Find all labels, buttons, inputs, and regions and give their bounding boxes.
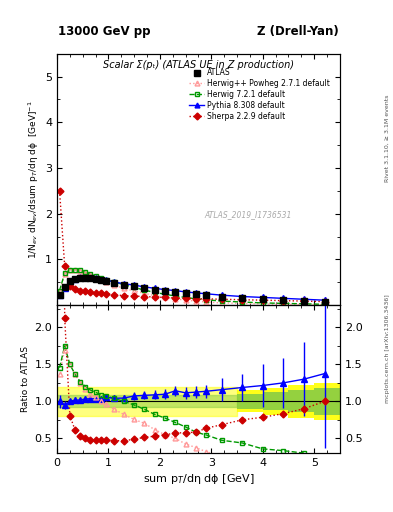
Text: Z (Drell-Yan): Z (Drell-Yan) [257,26,339,38]
Y-axis label: Ratio to ATLAS: Ratio to ATLAS [21,346,30,412]
Legend: ATLAS, Herwig++ Powheg 2.7.1 default, Herwig 7.2.1 default, Pythia 8.308 default: ATLAS, Herwig++ Powheg 2.7.1 default, He… [186,65,333,124]
Text: mcplots.cern.ch [arXiv:1306.3436]: mcplots.cern.ch [arXiv:1306.3436] [385,294,389,402]
Text: Scalar Σ(pₜ) (ATLAS UE in Z production): Scalar Σ(pₜ) (ATLAS UE in Z production) [103,60,294,70]
Bar [314,383,343,420]
Text: ATLAS_2019_I1736531: ATLAS_2019_I1736531 [204,210,292,219]
Y-axis label: 1/N$_{ev}$ dN$_{ev}$/dsum p$_T$/dη dϕ  [GeV]$^{-1}$: 1/N$_{ev}$ dN$_{ev}$/dsum p$_T$/dη dϕ [G… [26,100,41,259]
Bar [263,393,288,410]
Text: Rivet 3.1.10, ≥ 3.1M events: Rivet 3.1.10, ≥ 3.1M events [385,95,389,182]
Bar [237,394,263,409]
Bar [314,388,343,415]
Text: 13000 GeV pp: 13000 GeV pp [58,26,151,38]
Bar [288,385,314,418]
Bar [288,390,314,413]
X-axis label: sum p$_T$/dη dϕ [GeV]: sum p$_T$/dη dϕ [GeV] [143,472,254,486]
Bar [263,388,288,415]
Bar [237,390,263,413]
